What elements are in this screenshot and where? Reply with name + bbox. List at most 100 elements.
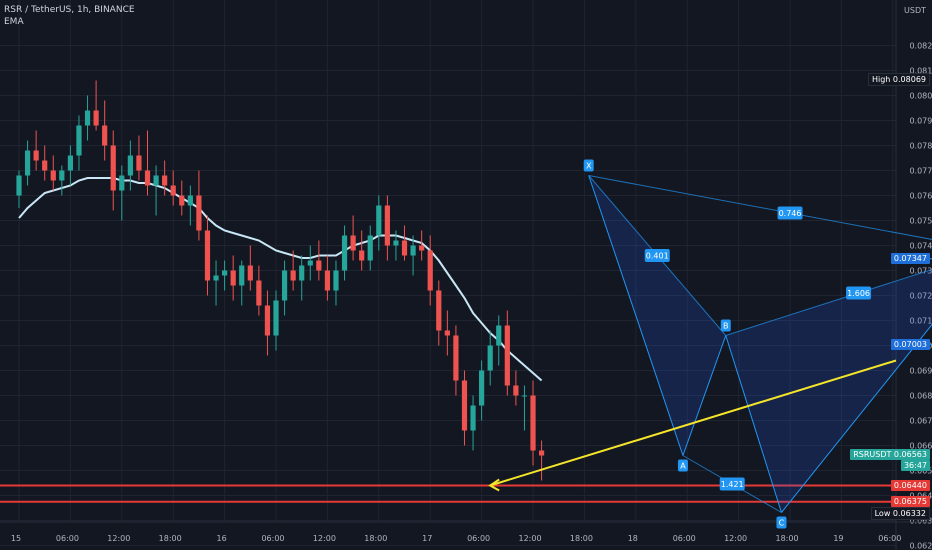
candle-body (119, 175, 125, 191)
candle (538, 440, 545, 481)
candle (299, 255, 305, 301)
price-tick-label: 0.06200 (909, 542, 932, 550)
candle (307, 245, 313, 281)
candle (290, 250, 296, 291)
candle-body (538, 450, 545, 456)
candle-body (16, 175, 22, 196)
candle-body (384, 205, 390, 246)
symbol-label[interactable]: RSR / TetherUS, 1h, BINANCE (4, 5, 135, 15)
candle-body (410, 245, 416, 256)
price-tag: 0.06440 (890, 480, 930, 491)
candle-body (239, 265, 245, 286)
candle (436, 280, 442, 346)
candle-body (436, 290, 442, 331)
price-tick-label: 0.06600 (909, 442, 932, 451)
candle-body (187, 195, 193, 206)
candle (204, 215, 211, 296)
price-tick-label: 0.06400 (909, 492, 932, 501)
candle (136, 135, 142, 181)
time-tick-label: 12:00 (313, 534, 336, 543)
pattern-leg-b-c (725, 335, 782, 513)
candle-body (487, 345, 493, 371)
candle (153, 165, 159, 216)
candle (93, 80, 99, 131)
candle-body (136, 155, 142, 171)
candle-body (333, 270, 339, 291)
time-tick-label: 12:00 (107, 534, 130, 543)
time-tick-label: 06:00 (467, 534, 490, 543)
candle-body (127, 155, 133, 176)
price-tag: Low 0.06332 (870, 507, 930, 520)
candle (16, 170, 22, 208)
price-tick-label: 0.07500 (909, 217, 932, 226)
candle (376, 195, 382, 251)
candle (110, 130, 116, 211)
candle (281, 260, 288, 316)
point-label-c: C (779, 519, 785, 528)
point-badge (677, 459, 688, 472)
candle-body (401, 240, 408, 256)
candle-body (179, 195, 185, 206)
bcd-triangle (725, 269, 932, 513)
trend-line (489, 359, 897, 487)
bar-countdown: 36:47 (900, 460, 930, 472)
harmonic-pattern (588, 175, 932, 513)
candle (504, 310, 510, 396)
price-tag: 0.06375 (890, 496, 930, 508)
candle-body (256, 280, 262, 306)
candle-body (67, 155, 74, 171)
ratio-label: 0.746 (779, 209, 802, 218)
candle (367, 225, 373, 271)
candle-body (341, 235, 348, 271)
candle-body (110, 145, 116, 191)
candle (239, 260, 245, 306)
ratio-label: 1.421 (721, 480, 744, 489)
candle-body (24, 150, 31, 176)
time-tick-label: 18 (628, 534, 638, 543)
candle (419, 230, 425, 261)
candle-body (453, 335, 459, 381)
price-tick-label: 0.07400 (909, 242, 932, 251)
candle (324, 255, 331, 301)
candle-body (461, 380, 468, 431)
ema-indicator-label[interactable]: EMA (4, 17, 24, 27)
candle (384, 195, 390, 261)
candle (256, 265, 262, 316)
candle (350, 215, 356, 261)
candle-body (247, 265, 253, 281)
candle-body (230, 270, 236, 286)
candle (316, 240, 322, 281)
candle-body (419, 245, 425, 251)
candle-body (359, 250, 365, 261)
candle-body (470, 405, 476, 431)
price-tick-label: 0.07900 (909, 117, 932, 126)
candle (102, 100, 108, 161)
time-tick-label: 12:00 (518, 534, 541, 543)
time-tick-label: 15 (11, 534, 21, 543)
time-tick-label: 06:00 (261, 534, 284, 543)
candle (179, 180, 185, 216)
candle-body (33, 150, 39, 161)
candle-body (162, 175, 168, 186)
candle (470, 395, 476, 451)
time-tick-label: 19 (833, 534, 843, 543)
candle (127, 140, 133, 191)
candle (513, 370, 519, 406)
time-tick-label: 18:00 (775, 534, 798, 543)
candle-body (213, 275, 219, 281)
candle (42, 145, 48, 181)
candle-body (444, 330, 450, 336)
time-tick-label: 18:00 (159, 534, 182, 543)
price-tick-label: 0.06900 (909, 367, 932, 376)
price-tag: 0.07003 (890, 339, 930, 351)
candle-body (273, 300, 279, 336)
time-tick-label: 06:00 (878, 534, 901, 543)
price-tick-label: 0.08200 (909, 42, 932, 51)
candle-body (76, 125, 82, 156)
candle (410, 235, 416, 276)
candle (50, 155, 56, 191)
candle-body (264, 305, 271, 336)
candle (530, 380, 536, 466)
